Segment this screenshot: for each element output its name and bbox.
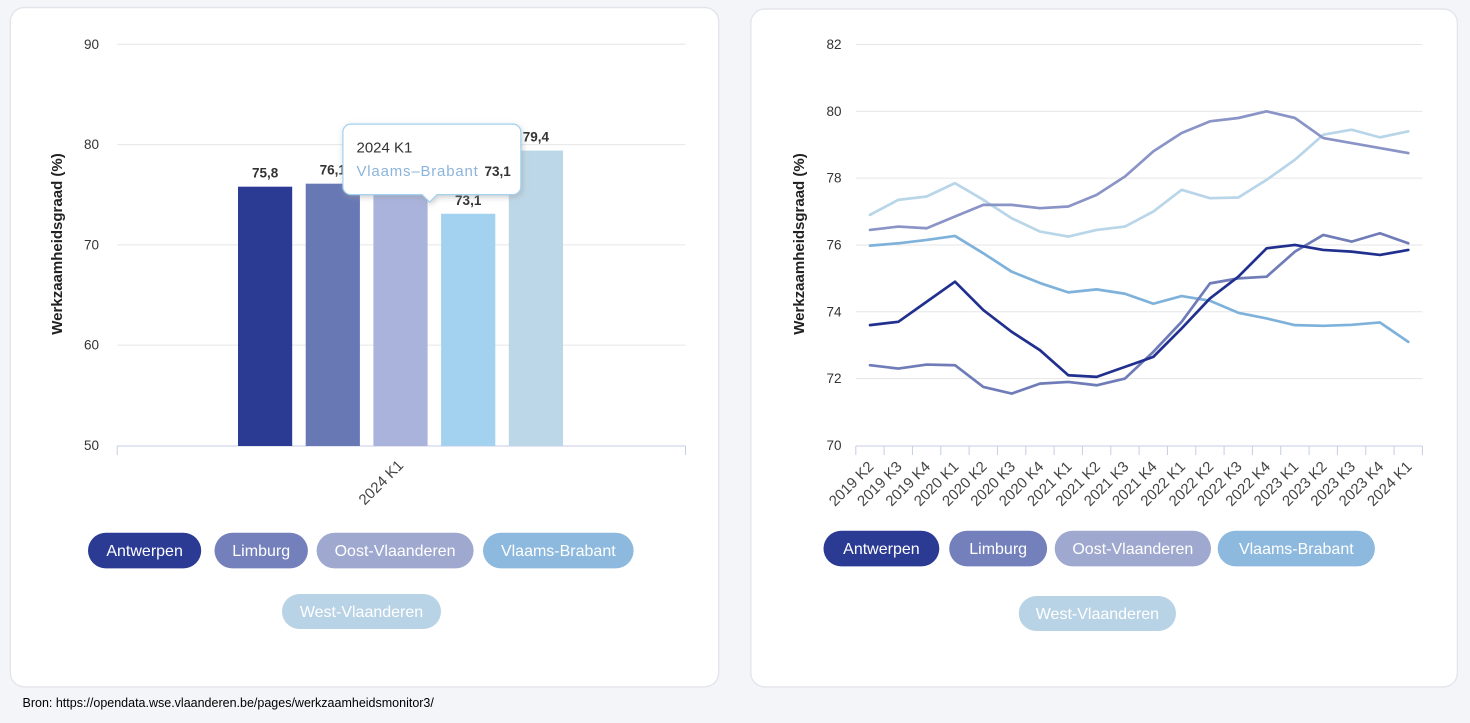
svg-text:60: 60 [84, 338, 99, 353]
svg-text:79,4: 79,4 [523, 130, 550, 145]
svg-text:Werkzaamheidsgraad (%): Werkzaamheidsgraad (%) [791, 153, 808, 334]
svg-text:Oost-Vlaanderen: Oost-Vlaanderen [335, 543, 456, 560]
svg-text:50: 50 [84, 438, 99, 453]
svg-text:Antwerpen: Antwerpen [843, 541, 920, 558]
svg-text:Bron: https://opendata.wse.vla: Bron: https://opendata.wse.vlaanderen.be… [23, 696, 435, 710]
svg-text:80: 80 [826, 104, 841, 119]
svg-text:West-Vlaanderen: West-Vlaanderen [1036, 606, 1159, 623]
svg-text:73,1: 73,1 [485, 164, 512, 179]
svg-text:West-Vlaanderen: West-Vlaanderen [300, 604, 423, 621]
svg-text:70: 70 [84, 237, 99, 252]
svg-text:75,8: 75,8 [252, 166, 279, 181]
svg-text:Werkzaamheidsgraad (%): Werkzaamheidsgraad (%) [49, 153, 66, 334]
svg-text:74: 74 [826, 304, 842, 319]
svg-text:Vlaams–Brabant: Vlaams–Brabant [357, 163, 479, 180]
svg-text:80: 80 [84, 137, 99, 152]
svg-text:72: 72 [826, 371, 841, 386]
svg-text:Oost-Vlaanderen: Oost-Vlaanderen [1072, 541, 1193, 558]
svg-text:2024 K1: 2024 K1 [357, 140, 413, 157]
svg-text:76,1: 76,1 [320, 163, 347, 178]
svg-text:73,1: 73,1 [455, 193, 482, 208]
svg-text:82: 82 [826, 37, 841, 52]
svg-text:90: 90 [84, 37, 99, 52]
svg-text:Antwerpen: Antwerpen [106, 543, 183, 560]
svg-text:78: 78 [826, 171, 841, 186]
svg-text:70: 70 [826, 438, 841, 453]
svg-text:76: 76 [826, 237, 841, 252]
svg-text:Limburg: Limburg [232, 543, 290, 560]
svg-text:Vlaams-Brabant: Vlaams-Brabant [501, 543, 616, 560]
svg-text:Limburg: Limburg [969, 541, 1027, 558]
svg-text:Vlaams-Brabant: Vlaams-Brabant [1239, 541, 1354, 558]
